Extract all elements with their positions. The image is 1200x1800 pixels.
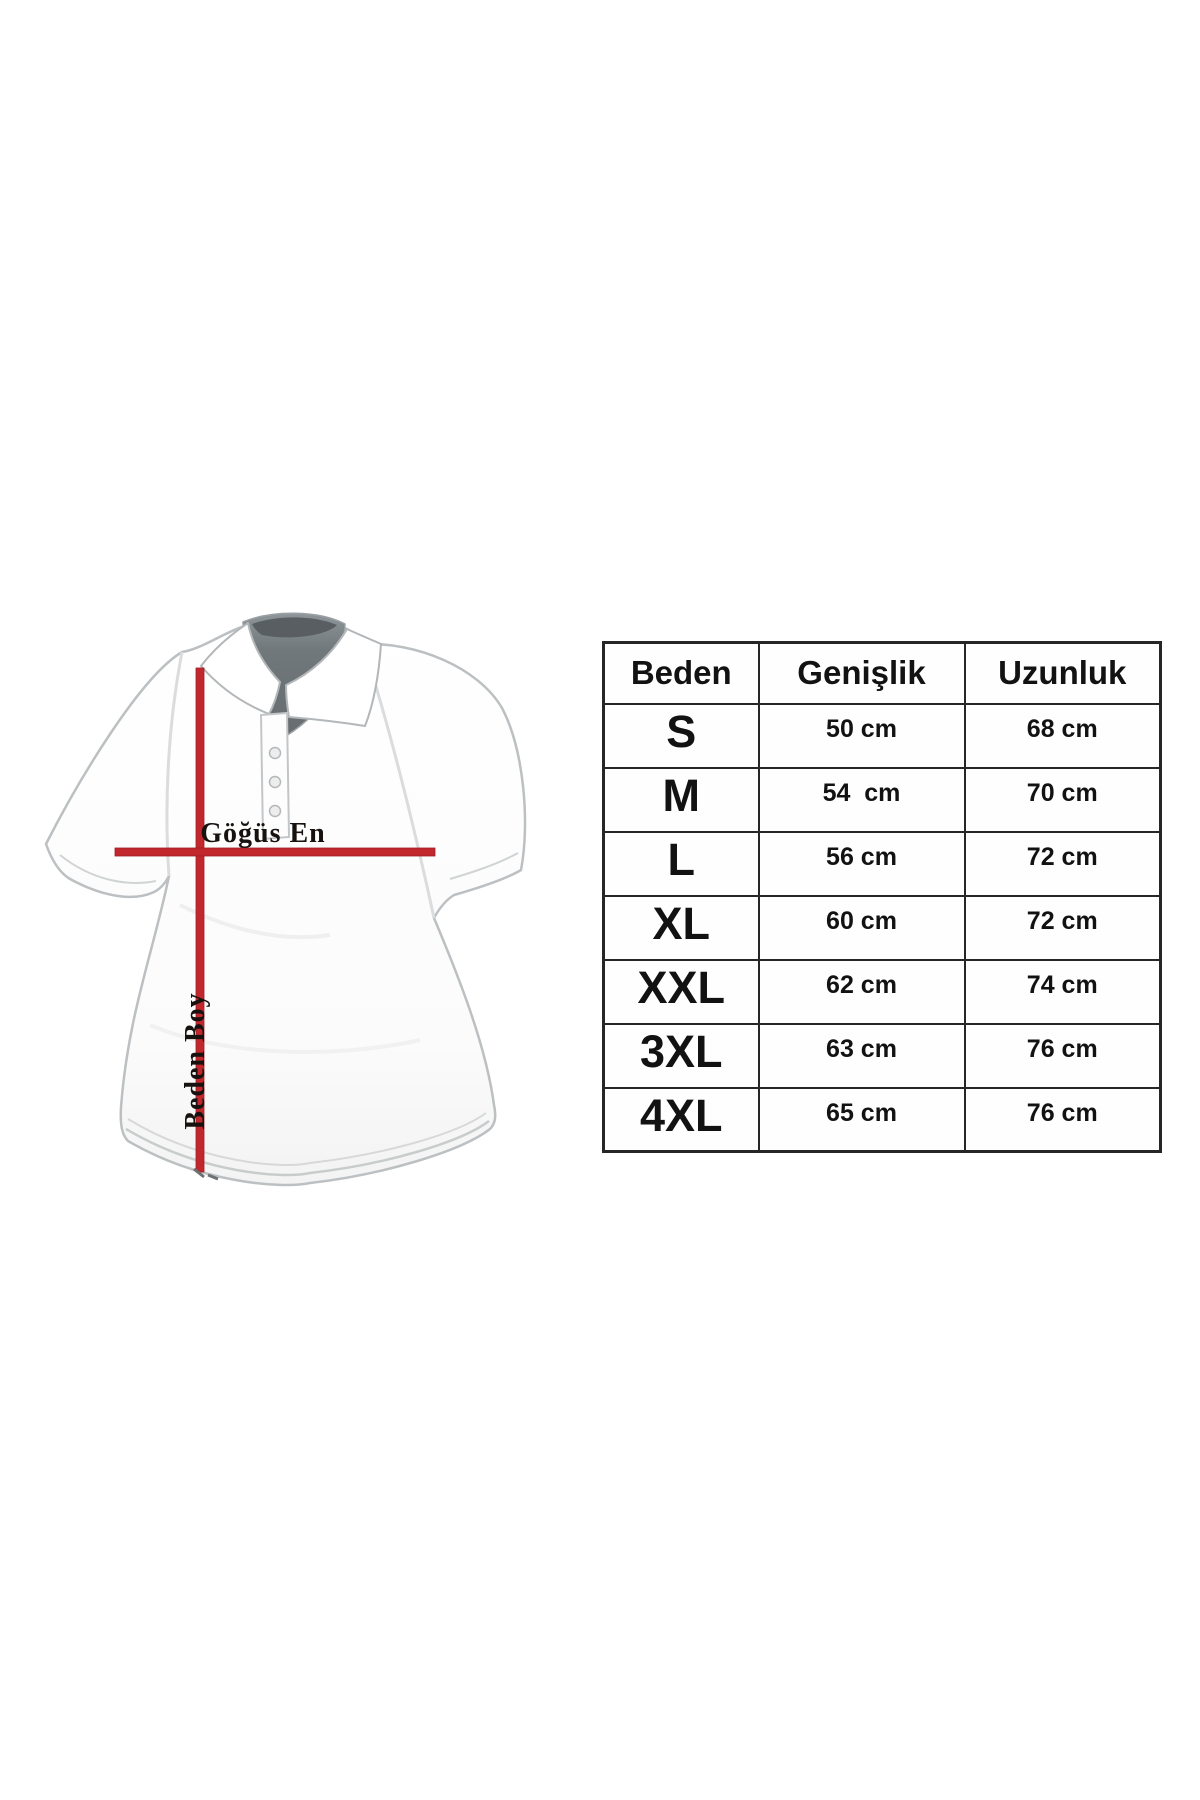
table-row-xl: XL 60 cm 72 cm: [602, 894, 1162, 961]
width-value: 54 cm: [757, 766, 966, 833]
size-value: M: [602, 766, 760, 833]
button-1: [268, 746, 282, 760]
hem-tick: [193, 1167, 219, 1181]
size-value: S: [602, 702, 760, 769]
table-row-l: L 56 cm 72 cm: [602, 830, 1162, 897]
length-value: 76 cm: [963, 1086, 1162, 1153]
collar-right-wing: [285, 628, 382, 727]
width-value: 56 cm: [757, 830, 966, 897]
width-value: 62 cm: [757, 958, 966, 1025]
length-value: 72 cm: [963, 830, 1162, 897]
right-cuff-stitch: [449, 852, 519, 880]
col-header-width: Genişlik: [757, 641, 966, 705]
length-value: 70 cm: [963, 766, 1162, 833]
size-value: L: [602, 830, 760, 897]
button-2: [268, 775, 282, 789]
hem-stitch-outer: [125, 1120, 490, 1177]
size-value: 3XL: [602, 1022, 760, 1089]
width-measure-line: [114, 847, 436, 857]
table-row-4xl: 4XL 65 cm 76 cm: [602, 1086, 1162, 1153]
left-cuff-stitch: [59, 854, 157, 884]
width-value: 63 cm: [757, 1022, 966, 1089]
length-value: 76 cm: [963, 1022, 1162, 1089]
table-row-xxl: XXL 62 cm 74 cm: [602, 958, 1162, 1025]
size-value: 4XL: [602, 1086, 760, 1153]
size-value: XL: [602, 894, 760, 961]
polo-shirt-illustration: Göğüs En Beden Boy: [30, 545, 600, 1205]
polo-shirt-svg: Göğüs En Beden Boy: [44, 612, 527, 1187]
length-value: 68 cm: [963, 702, 1162, 769]
chest-width-label: Göğüs En: [200, 818, 326, 849]
table-row-m: M 54 cm 70 cm: [602, 766, 1162, 833]
body-length-label: Beden Boy: [180, 992, 211, 1129]
col-header-size: Beden: [602, 641, 760, 705]
length-value: 72 cm: [963, 894, 1162, 961]
width-value: 60 cm: [757, 894, 966, 961]
col-header-length: Uzunluk: [963, 641, 1162, 705]
width-value: 65 cm: [757, 1086, 966, 1153]
table-row-s: S 50 cm 68 cm: [602, 702, 1162, 769]
back-collar-band: [252, 617, 337, 638]
table-row-3xl: 3XL 63 cm 76 cm: [602, 1022, 1162, 1089]
belly-fold: [149, 1023, 421, 1054]
width-value: 50 cm: [757, 702, 966, 769]
table-header-row: Beden Genişlik Uzunluk: [602, 641, 1162, 705]
size-table: Beden Genişlik Uzunluk S 50 cm 68 cm M 5…: [602, 641, 1162, 1153]
button-3: [268, 804, 282, 818]
length-value: 74 cm: [963, 958, 1162, 1025]
size-value: XXL: [602, 958, 760, 1025]
